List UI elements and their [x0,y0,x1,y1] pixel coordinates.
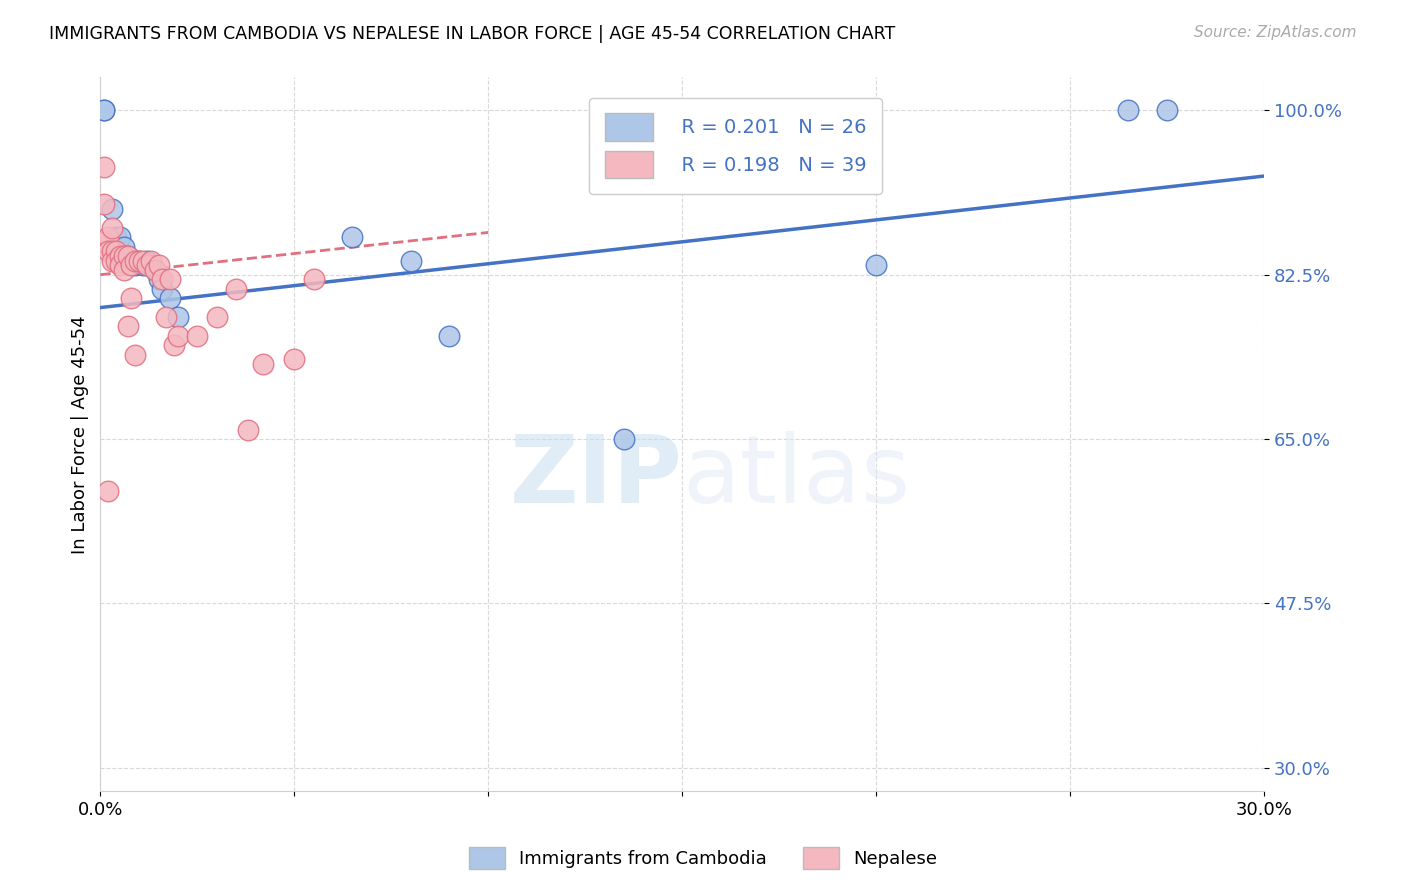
Text: Source: ZipAtlas.com: Source: ZipAtlas.com [1194,25,1357,40]
Point [108,249,131,263]
Point [112,263,135,277]
Point [283,352,305,367]
Point [120,253,142,268]
Point [236,423,259,437]
Point [225,282,247,296]
Text: atlas: atlas [682,431,911,524]
Point [205,310,228,324]
Point [117,249,139,263]
Point [163,338,186,352]
Point [302,272,325,286]
Point [399,253,422,268]
Point [101,244,124,259]
Point [104,230,127,244]
Point [93,160,115,174]
Text: ZIP: ZIP [509,431,682,524]
Point [1116,103,1139,118]
Point [101,220,124,235]
Point [93,103,115,118]
Point [112,239,135,253]
Point [155,310,177,324]
Point [135,253,157,268]
Point [439,328,461,343]
Y-axis label: In Labor Force | Age 45-54: In Labor Force | Age 45-54 [72,315,89,554]
Point [108,230,131,244]
Point [1156,103,1178,118]
Point [128,253,150,268]
Legend: Immigrants from Cambodia, Nepalese: Immigrants from Cambodia, Nepalese [460,838,946,879]
Point [252,357,274,371]
Point [93,103,115,118]
Point [143,263,166,277]
Point [186,328,208,343]
Point [101,253,124,268]
Point [148,272,170,286]
Point [117,319,139,334]
Legend:   R = 0.201   N = 26,   R = 0.198   N = 39: R = 0.201 N = 26, R = 0.198 N = 39 [589,98,882,194]
Point [112,249,135,263]
Point [139,258,162,272]
Point [120,291,142,305]
Point [97,230,120,244]
Point [104,244,127,259]
Point [124,253,146,268]
Point [104,253,127,268]
Point [120,258,142,272]
Point [143,263,166,277]
Point [865,258,887,272]
Point [124,347,146,361]
Point [167,310,190,324]
Point [613,432,636,446]
Point [139,253,162,268]
Point [128,253,150,268]
Point [101,202,124,216]
Point [135,258,157,272]
Point [93,235,115,249]
Point [108,258,131,272]
Point [135,258,157,272]
Point [152,282,174,296]
Point [132,258,155,272]
Point [167,328,190,343]
Point [93,197,115,211]
Point [159,291,181,305]
Point [117,249,139,263]
Point [152,272,174,286]
Point [132,253,155,268]
Text: IMMIGRANTS FROM CAMBODIA VS NEPALESE IN LABOR FORCE | AGE 45-54 CORRELATION CHAR: IMMIGRANTS FROM CAMBODIA VS NEPALESE IN … [49,25,896,43]
Point [148,258,170,272]
Point [124,258,146,272]
Point [159,272,181,286]
Point [97,244,120,259]
Point [97,483,120,498]
Point [342,230,364,244]
